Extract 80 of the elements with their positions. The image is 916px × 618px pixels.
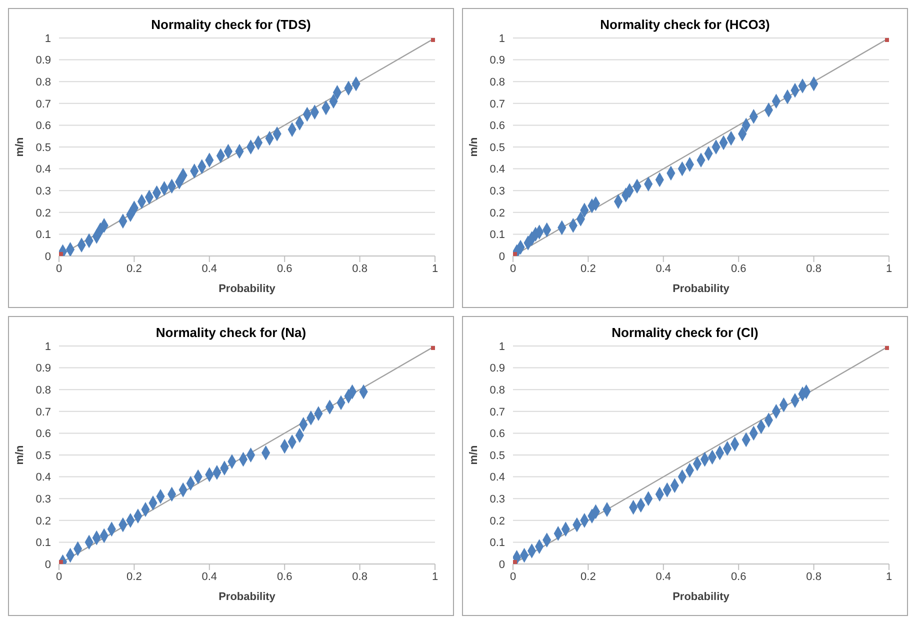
- y-tick-label: 0.2: [490, 207, 505, 220]
- x-tick-label: 0.8: [806, 570, 822, 583]
- x-tick-label: 0: [510, 570, 516, 583]
- y-tick-label: 0.1: [490, 537, 505, 550]
- x-tick-label: 0.4: [656, 570, 672, 583]
- y-tick-label: 0.3: [36, 494, 51, 506]
- y-axis-title: m/n: [14, 136, 26, 157]
- x-tick-label: 0.6: [730, 262, 746, 275]
- y-tick-label: 1: [44, 32, 51, 45]
- y-tick-label: 0.5: [490, 450, 505, 462]
- x-tick-label: 0: [56, 262, 62, 275]
- y-tick-label: 0: [498, 558, 505, 571]
- x-tick-label: 0.6: [276, 570, 292, 583]
- y-tick-label: 0.6: [490, 120, 505, 132]
- y-tick-label: 0.5: [490, 142, 505, 154]
- y-tick-label: 0.8: [36, 384, 51, 397]
- y-tick-label: 0.7: [490, 406, 505, 418]
- y-tick-label: 0.9: [36, 54, 51, 67]
- x-axis-title: Probability: [218, 283, 276, 295]
- y-tick-label: 0.3: [490, 186, 505, 198]
- y-tick-label: 0.2: [490, 515, 505, 528]
- y-tick-label: 0.4: [490, 164, 505, 176]
- x-axis-title: Probability: [672, 591, 730, 603]
- y-tick-label: 0.3: [36, 186, 51, 198]
- x-tick-label: 0.6: [276, 262, 292, 275]
- x-tick-label: 0.8: [352, 262, 368, 275]
- y-tick-label: 0.3: [490, 494, 505, 506]
- y-tick-label: 0.1: [36, 537, 51, 550]
- y-tick-label: 0: [44, 250, 51, 263]
- y-tick-label: 0: [44, 558, 51, 571]
- y-tick-label: 0.6: [490, 428, 505, 440]
- y-axis-title: m/n: [468, 444, 480, 465]
- x-tick-label: 0.8: [352, 570, 368, 583]
- y-tick-label: 0.9: [490, 54, 505, 67]
- y-tick-label: 0.9: [36, 362, 51, 375]
- chart-title: Normality check for (TDS): [150, 17, 312, 32]
- x-tick-label: 0.2: [126, 262, 142, 275]
- x-tick-label: 0.2: [126, 570, 142, 583]
- x-tick-label: 0.2: [580, 262, 596, 275]
- y-tick-label: 0.2: [36, 515, 51, 528]
- y-tick-label: 0.7: [490, 98, 505, 110]
- x-tick-label: 0.4: [202, 262, 218, 275]
- y-tick-label: 0.1: [36, 229, 51, 242]
- y-tick-label: 0.6: [36, 428, 51, 440]
- y-tick-label: 0.4: [36, 472, 51, 484]
- y-tick-label: 0.4: [490, 472, 505, 484]
- x-tick-label: 0.4: [656, 262, 672, 275]
- y-tick-label: 1: [498, 340, 505, 353]
- chart-title: Normality check for (Cl): [610, 325, 760, 340]
- y-tick-label: 0.8: [490, 384, 505, 397]
- x-tick-label: 0.4: [202, 570, 218, 583]
- y-axis-title: m/n: [14, 444, 26, 465]
- x-axis-title: Probability: [672, 283, 730, 295]
- y-tick-label: 0.8: [490, 76, 505, 89]
- y-tick-label: 0.1: [490, 229, 505, 242]
- y-axis-title: m/n: [468, 136, 480, 157]
- y-tick-label: 0.7: [36, 406, 51, 418]
- chart-title: Normality check for (Na): [154, 325, 308, 340]
- x-tick-label: 0.2: [580, 570, 596, 583]
- x-axis-title: Probability: [218, 591, 276, 603]
- y-tick-label: 0.2: [36, 207, 51, 220]
- x-tick-label: 0.8: [806, 262, 822, 275]
- y-tick-label: 0.5: [36, 450, 51, 462]
- y-tick-label: 0.9: [490, 362, 505, 375]
- y-tick-label: 0.6: [36, 120, 51, 132]
- x-tick-label: 1: [886, 262, 892, 275]
- y-tick-label: 0.5: [36, 142, 51, 154]
- x-tick-label: 1: [432, 262, 438, 275]
- x-tick-label: 1: [432, 570, 438, 583]
- x-tick-label: 0: [56, 570, 62, 583]
- y-tick-label: 0: [498, 250, 505, 263]
- x-tick-label: 0: [510, 262, 516, 275]
- y-tick-label: 0.7: [36, 98, 51, 110]
- y-tick-label: 0.4: [36, 164, 51, 176]
- chart-title: Normality check for (HCO3): [599, 17, 771, 32]
- x-tick-label: 0.6: [730, 570, 746, 583]
- x-tick-label: 1: [886, 570, 892, 583]
- y-tick-label: 1: [44, 340, 51, 353]
- y-tick-label: 0.8: [36, 76, 51, 89]
- y-tick-label: 1: [498, 32, 505, 45]
